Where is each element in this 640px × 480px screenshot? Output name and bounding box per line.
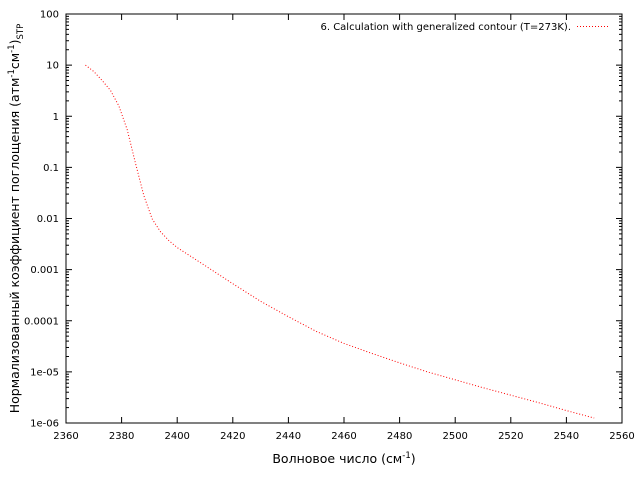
series-line-0 xyxy=(85,64,595,419)
y-tick-label: 10 xyxy=(46,61,59,72)
y-tick-label: 1 xyxy=(53,112,59,123)
y-tick-label: 1e-06 xyxy=(30,419,59,430)
x-tick-label: 2480 xyxy=(387,431,412,442)
x-tick-label: 2460 xyxy=(331,431,356,442)
legend-label: 6. Calculation with generalized contour … xyxy=(320,22,571,33)
y-tick-label: 100 xyxy=(40,10,59,21)
x-tick-label: 2520 xyxy=(498,431,523,442)
x-tick-label: 2500 xyxy=(442,431,467,442)
x-axis-title: Волновое число (см-1) xyxy=(272,451,415,466)
y-axis: 100 10 1 0.1 0.01 0.001 0.0001 1e-05 1e-06 xyxy=(24,10,622,430)
x-axis: 2360 2380 2400 2420 2440 2460 2480 2500 2520 2540… xyxy=(53,14,635,442)
legend: 6. Calculation with generalized contour … xyxy=(320,22,609,33)
y-tick-label: 0.0001 xyxy=(24,316,59,327)
x-tick-label: 2360 xyxy=(53,431,78,442)
y-tick-label: 0.001 xyxy=(30,265,59,276)
series-layer xyxy=(85,64,595,419)
y-tick-label: 1e-05 xyxy=(30,367,59,378)
y-axis-title: Нормализованный коэффициент поглощения (… xyxy=(7,24,26,414)
y-tick-label: 0.1 xyxy=(43,163,59,174)
x-tick-label: 2380 xyxy=(109,431,134,442)
x-tick-label: 2560 xyxy=(609,431,634,442)
x-tick-label: 2540 xyxy=(554,431,579,442)
y-tick-label: 0.01 xyxy=(37,214,59,225)
x-tick-label: 2400 xyxy=(164,431,189,442)
plot-frame xyxy=(65,13,623,424)
x-tick-label: 2420 xyxy=(220,431,245,442)
x-tick-label: 2440 xyxy=(276,431,301,442)
